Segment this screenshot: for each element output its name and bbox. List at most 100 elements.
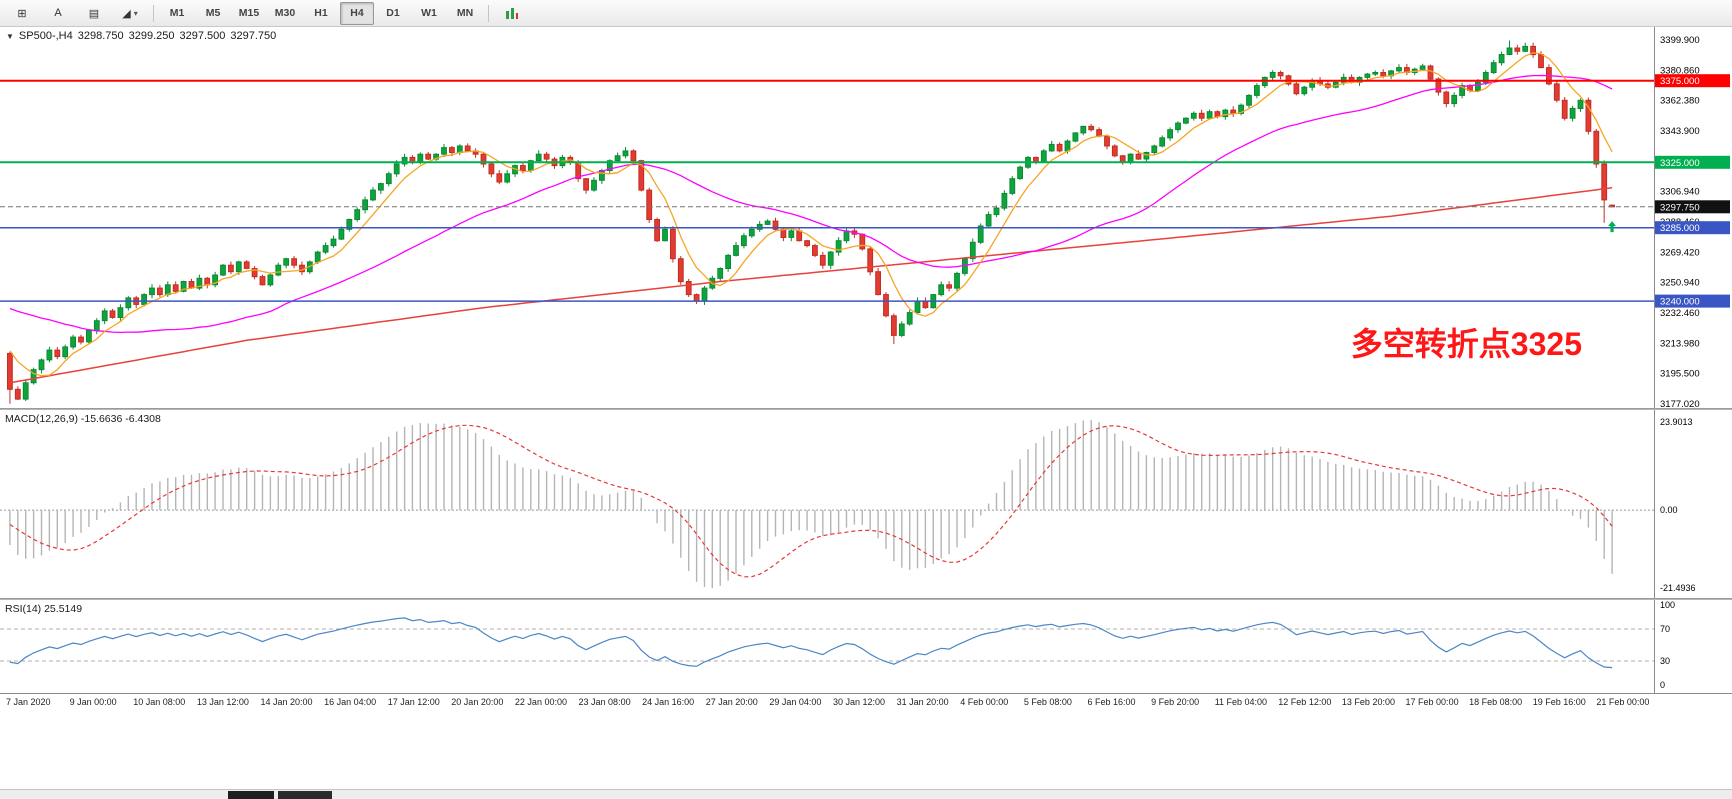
ma-mid-line: [9, 74, 1613, 334]
toolbar-separator: [488, 4, 489, 22]
macd-axis-label: -21.4936: [1660, 583, 1696, 593]
price-axis-label: 3362.380: [1660, 96, 1700, 107]
timeframe-button-m5[interactable]: M5: [205, 7, 221, 19]
symbol-period: SP500-,H4: [18, 30, 73, 42]
time-axis-label: 21 Feb 00:00: [1596, 697, 1650, 707]
rsi-axis-label: 0: [1660, 680, 1665, 690]
ohlc-open: 3298.750: [77, 30, 124, 42]
price-axis-label: 3195.500: [1660, 369, 1700, 380]
time-axis-label: 13 Feb 20:00: [1341, 697, 1395, 707]
svg-text:3325.000: 3325.000: [1660, 158, 1700, 169]
price-badge-3375.000: 3375.000: [1655, 74, 1730, 88]
timeframe-button-m1[interactable]: M1: [169, 7, 185, 19]
rsi-line: [9, 617, 1613, 669]
time-axis-label: 27 Jan 20:00: [705, 697, 758, 707]
svg-text:3285.000: 3285.000: [1660, 223, 1700, 234]
time-axis-label: 18 Feb 08:00: [1469, 697, 1523, 707]
timeframe-button-m30[interactable]: M30: [274, 7, 296, 19]
macd-signal-line: [9, 424, 1613, 578]
macd-canvas[interactable]: 23.9013 0.00 -21.4936: [0, 410, 1732, 598]
rsi-axis-label: 70: [1660, 624, 1670, 634]
rsi-header: RSI(14) 25.5149: [5, 603, 83, 615]
indicators-icon[interactable]: [495, 2, 529, 25]
pane-resize-handle[interactable]: [0, 408, 1732, 410]
current-price-badge: 3297.750: [1655, 200, 1730, 214]
taskbar-window-preview[interactable]: [278, 791, 332, 799]
text-tool-icon[interactable]: A: [54, 7, 62, 19]
rsi-canvas[interactable]: 100 70 30 0: [0, 600, 1732, 693]
time-axis[interactable]: 7 Jan 2020 9 Jan 00:00 10 Jan 08:00 13 Jan …: [0, 693, 1732, 712]
time-axis-label: 5 Feb 08:00: [1023, 697, 1072, 707]
time-axis-label: 31 Jan 20:00: [896, 697, 949, 707]
ma-fast-line: [9, 52, 1613, 377]
price-axis-label: 3399.900: [1660, 35, 1700, 46]
time-axis-label: 17 Jan 12:00: [387, 697, 440, 707]
main-chart-pane[interactable]: 3399.9003380.8603362.3803343.9003325.420…: [0, 27, 1732, 408]
time-axis-label: 16 Jan 04:00: [324, 697, 377, 707]
time-axis-label: 20 Jan 20:00: [451, 697, 504, 707]
macd-header: MACD(12,26,9) -15.6636 -6.4308: [5, 413, 161, 425]
time-axis-label: 19 Feb 16:00: [1532, 697, 1586, 707]
rsi-axis-label: 100: [1660, 600, 1675, 610]
svg-text:3297.750: 3297.750: [1660, 202, 1700, 213]
price-axis-label: 3232.460: [1660, 308, 1700, 319]
time-axis-label: 13 Jan 12:00: [196, 697, 249, 707]
price-axis-label: 3269.420: [1660, 247, 1700, 258]
ohlc-close: 3297.750: [230, 30, 277, 42]
toolbar: ⊞ A ▤ ◢ ▾ M1 M5 M15 M30 H1 H4 D1 W1 MN: [0, 0, 1732, 27]
time-axis-label: 17 Feb 00:00: [1405, 697, 1459, 707]
label-tool-icon[interactable]: ▤: [88, 7, 100, 20]
time-axis-label: 11 Feb 04:00: [1214, 697, 1268, 707]
time-axis-label: 22 Jan 00:00: [514, 697, 567, 707]
price-axis-label: 3380.860: [1660, 65, 1700, 76]
rsi-axis-label: 30: [1660, 656, 1670, 666]
ma-slow-line: [9, 187, 1613, 384]
price-badge-3325.000: 3325.000: [1655, 155, 1730, 169]
buy-arrow-icon[interactable]: [1608, 221, 1617, 233]
macd-axis-label: 23.9013: [1660, 417, 1693, 427]
macd-pane[interactable]: 23.9013 0.00 -21.4936 MACD(12,26,9) -15.66…: [0, 410, 1732, 598]
chevron-down-icon[interactable]: ▼: [6, 32, 14, 41]
time-axis-label: 4 Feb 00:00: [960, 697, 1009, 707]
price-chart-canvas[interactable]: 3399.9003380.8603362.3803343.9003325.420…: [0, 27, 1732, 408]
time-axis-label: 12 Feb 12:00: [1278, 697, 1332, 707]
taskbar-window-preview[interactable]: [228, 791, 274, 799]
timeframe-button-mn[interactable]: MN: [456, 7, 474, 19]
arrow-tool-icon[interactable]: ◢ ▾: [122, 7, 138, 20]
empty-area: [0, 712, 1732, 789]
timeframe-button-h1[interactable]: H1: [314, 7, 328, 19]
time-axis-label: 14 Jan 20:00: [260, 697, 313, 707]
price-badge-3240.000: 3240.000: [1655, 294, 1730, 308]
price-badge-3285.000: 3285.000: [1655, 221, 1730, 235]
price-axis-label: 3177.020: [1660, 399, 1700, 408]
pane-resize-handle[interactable]: [0, 598, 1732, 600]
timeframe-button-h4[interactable]: H4: [340, 1, 374, 25]
taskbar-strip: [0, 789, 1732, 799]
chart-text-annotation[interactable]: 多空转折点3325: [1350, 326, 1582, 362]
time-axis-label: 30 Jan 12:00: [833, 697, 886, 707]
timeframe-button-w1[interactable]: W1: [421, 7, 437, 19]
price-axis-label: 3250.940: [1660, 278, 1700, 289]
time-axis-label: 6 Feb 16:00: [1087, 697, 1136, 707]
svg-text:3375.000: 3375.000: [1660, 76, 1700, 87]
crosshair-tool-icon[interactable]: ⊞: [17, 7, 27, 20]
rsi-pane[interactable]: 100 70 30 0 RSI(14) 25.5149: [0, 600, 1732, 693]
chevron-down-icon[interactable]: ▾: [133, 8, 138, 18]
price-axis-label: 3306.940: [1660, 187, 1700, 198]
timeframe-button-m15[interactable]: M15: [238, 7, 260, 19]
macd-axis-label: 0.00: [1660, 505, 1678, 515]
timeframe-button-d1[interactable]: D1: [386, 7, 400, 19]
price-axis-label: 3343.900: [1660, 126, 1700, 137]
time-axis-label: 9 Feb 20:00: [1151, 697, 1200, 707]
price-axis-label: 3213.980: [1660, 338, 1700, 349]
ohlc-high: 3299.250: [128, 30, 175, 42]
time-axis-label: 23 Jan 08:00: [578, 697, 631, 707]
macd-histogram: [9, 420, 1613, 588]
time-axis-label: 9 Jan 00:00: [69, 697, 117, 707]
chart-bars-icon: [506, 8, 518, 19]
ohlc-header: ▼ SP500-,H4 3298.750 3299.250 3297.500 3297.7…: [6, 30, 281, 42]
time-axis-label: 10 Jan 08:00: [133, 697, 186, 707]
time-axis-label: 7 Jan 2020: [6, 697, 51, 707]
time-axis-label: 24 Jan 16:00: [642, 697, 695, 707]
time-axis-label: 29 Jan 04:00: [769, 697, 822, 707]
